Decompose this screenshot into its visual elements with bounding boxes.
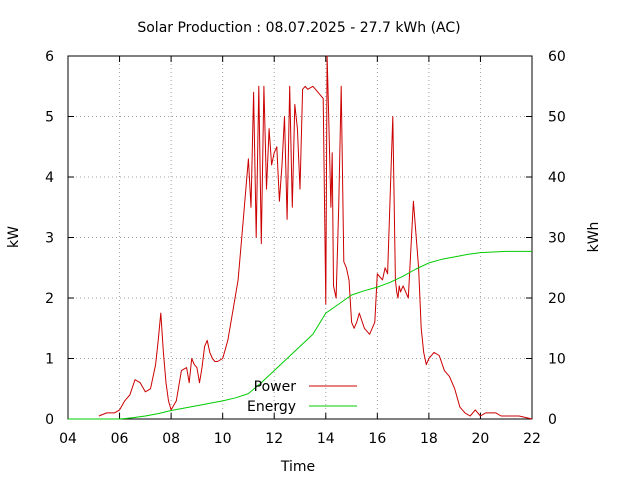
y-tick-label: 6 [45,49,54,65]
y2-tick-label: 20 [548,291,566,307]
x-tick-label: 08 [162,431,180,447]
y2-tick-label: 40 [548,170,566,186]
legend-label-power: Power [254,379,297,395]
x-axis-label: Time [280,459,315,475]
y2-tick-label: 50 [548,110,566,126]
grid-lines [68,56,532,419]
y-tick-label: 2 [45,291,54,307]
x-tick-label: 04 [59,431,77,447]
series-line-power [98,55,533,420]
legend-label-energy: Energy [247,399,296,415]
legend: Power Energy [247,379,357,415]
y-axis-label: kW [6,226,22,248]
x-tick-label: 12 [265,431,283,447]
x-tick-label: 06 [111,431,129,447]
x-tick-label: 18 [420,431,438,447]
x-tick-label: 14 [317,431,335,447]
y2-tick-label: 10 [548,352,566,368]
y-tick-label: 0 [45,412,54,428]
y2-tick-label: 0 [548,412,557,428]
chart-title: Solar Production : 08.07.2025 - 27.7 kWh… [137,20,460,36]
y-tick-label: 1 [45,352,54,368]
x-tick-label: 20 [472,431,490,447]
y-tick-label: 5 [45,110,54,126]
x-tick-label: 22 [523,431,541,447]
y-tick-label: 4 [45,170,54,186]
y2-axis-label: kWh [586,222,602,253]
y2-tick-label: 60 [548,49,566,65]
y-tick-label: 3 [45,231,54,247]
chart-series [68,55,533,420]
series-line-energy [68,250,532,420]
y-axis-ticks: 0 1 2 3 4 5 6 [45,49,74,428]
x-tick-label: 16 [368,431,386,447]
x-tick-label: 10 [214,431,232,447]
y2-axis-ticks: 0 10 20 30 40 50 60 [526,49,566,428]
y2-tick-label: 30 [548,231,566,247]
x-axis-ticks: 04 06 08 10 12 14 16 18 20 22 [59,56,541,447]
